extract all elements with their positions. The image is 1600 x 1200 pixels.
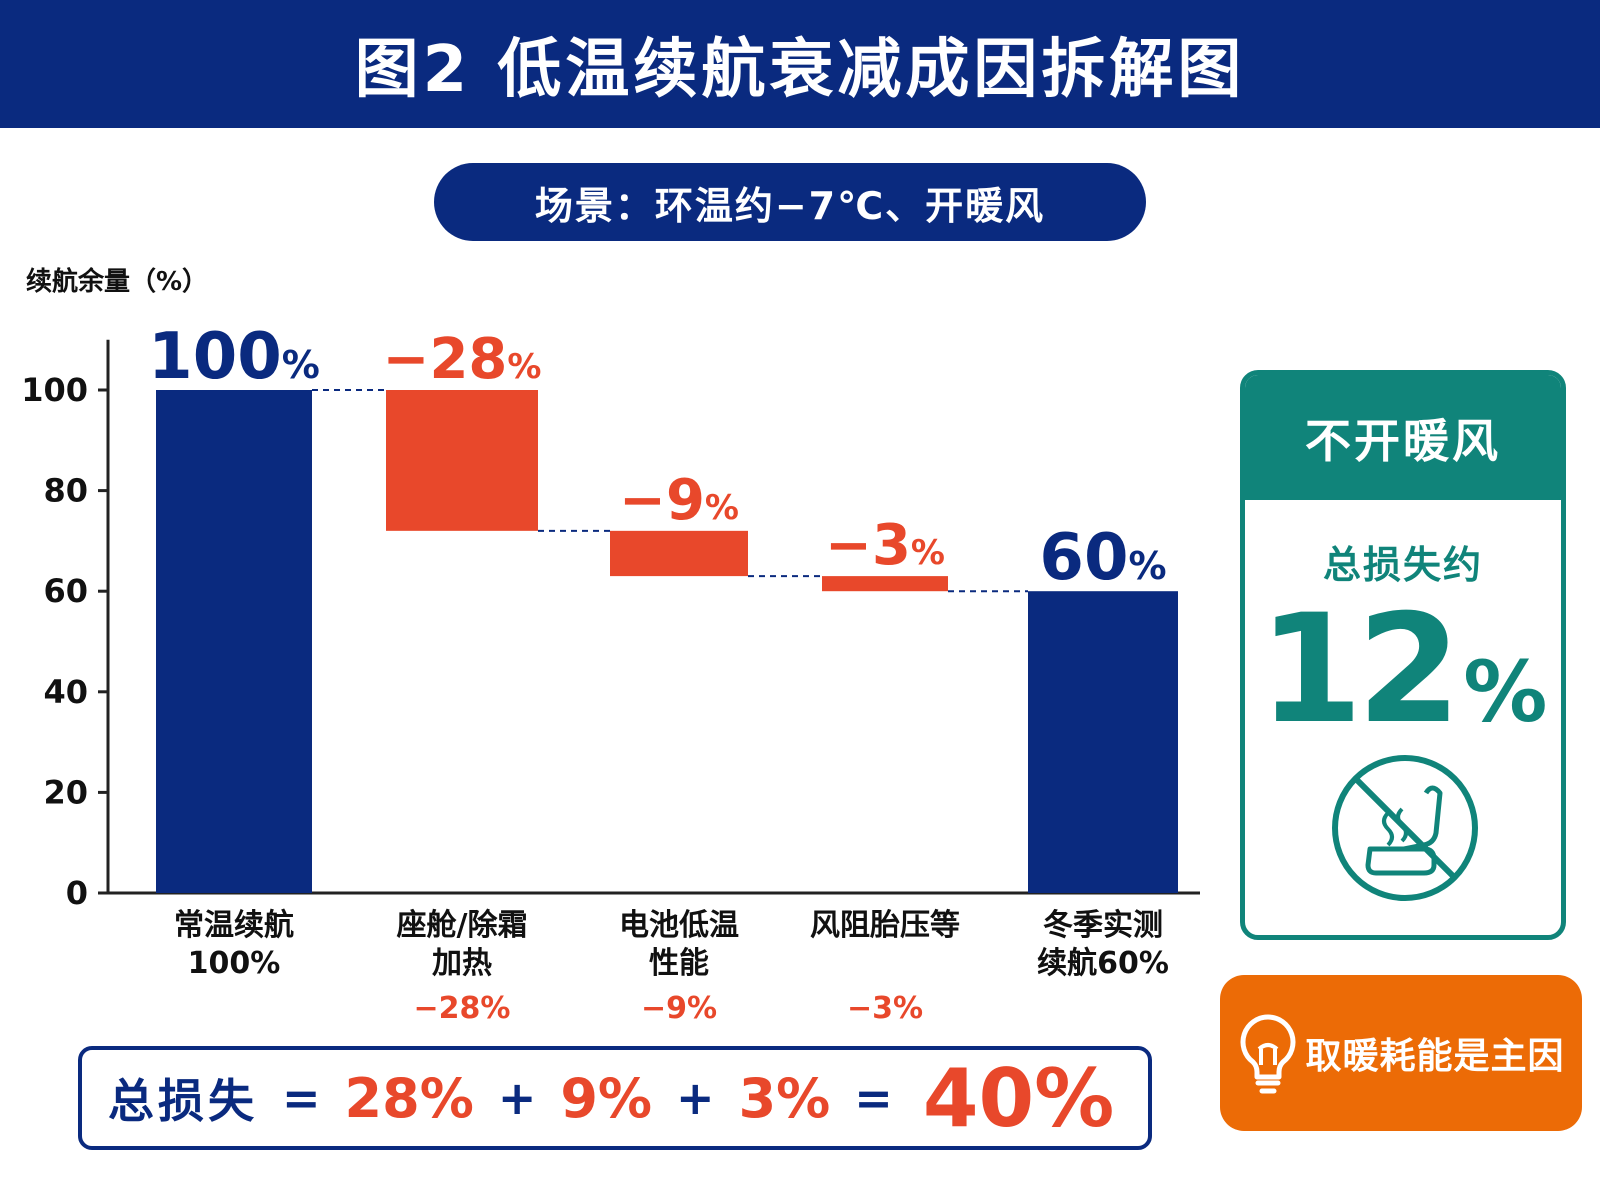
category-label: 冬季实测 [1043,908,1163,943]
y-tick-label: 60 [43,572,88,610]
card-header: 不开暖风 [1245,375,1561,500]
formula-term: 3% [738,1066,831,1130]
formula-plus: + [676,1071,715,1125]
total-loss-formula: 总损失 = 28% + 9% + 3% = 40% [78,1046,1152,1150]
tip-box: 取暖耗能是主因 [1220,975,1582,1131]
formula-equals: = [854,1071,893,1125]
category-delta-label: −3% [847,991,923,1026]
card-value-unit: % [1463,643,1548,741]
y-tick-label: 20 [43,773,88,811]
no-heating-card: 不开暖风 总损失约 12% [1240,370,1566,940]
y-axis-label: 续航余量（%） [26,266,208,297]
category-label: 座舱/除霜 [397,908,528,943]
card-value-number: 12 [1258,583,1462,757]
total-bar [1028,591,1178,893]
loss-bar [610,530,748,577]
category-delta-label: −9% [641,991,717,1026]
y-tick-label: 80 [43,472,88,510]
category-label: 风阻胎压等 [810,908,960,943]
card-label: 总损失约 [1322,543,1483,587]
category-label: 加热 [432,946,492,981]
bar-value-label: −3% [825,513,945,578]
loss-bar [386,390,538,531]
formula-total: 40% [922,1051,1115,1145]
tip-text: 取暖耗能是主因 [1305,1036,1565,1077]
y-tick-label: 40 [43,673,88,711]
formula-plus: + [497,1071,537,1125]
formula-term: 28% [344,1066,474,1130]
loss-bar [822,576,948,592]
bar-value-label: −28% [383,327,542,392]
category-delta-label: −28% [414,991,511,1026]
page-title: 图2 低温续航衰减成因拆解图 [354,33,1246,107]
card-value: 12% [1245,595,1561,745]
category-label: 性能 [649,946,709,981]
category-label: 100% [188,946,281,981]
lightbulb-icon [1241,1014,1296,1094]
formula-term: 9% [560,1066,653,1130]
title-banner: 图2 低温续航衰减成因拆解图 [0,0,1600,128]
y-tick-label: 0 [66,874,88,912]
bar-value-label: 60% [1039,521,1166,595]
category-label: 常温续航 [174,908,294,943]
category-label: 电池低温 [619,908,739,943]
bar-value-label: 100% [148,320,320,394]
formula-equals: = [282,1071,321,1125]
no-seat-heating-icon [1332,755,1478,901]
category-label: 续航60% [1037,946,1169,981]
bar-value-label: −9% [619,468,739,533]
total-bar [156,390,312,893]
scenario-pill: 场景：环温约−7℃、开暖风 [434,163,1146,241]
y-tick-label: 100 [21,371,88,409]
formula-label: 总损失 [108,1074,258,1128]
